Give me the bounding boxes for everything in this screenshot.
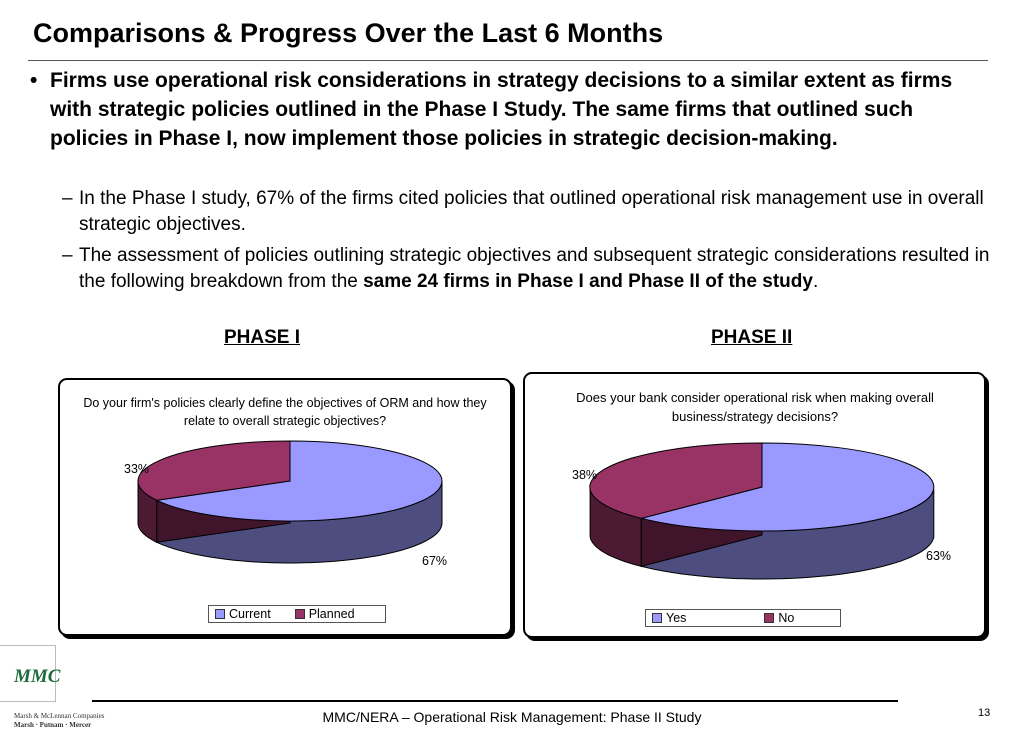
logo-caption: Marsh & McLennan Companies — [14, 712, 105, 720]
legend-item-current: Current — [215, 605, 271, 623]
chart-legend: Current Planned — [208, 605, 386, 623]
slide-title: Comparisons & Progress Over the Last 6 M… — [33, 18, 664, 48]
dash-icon: – — [62, 245, 73, 266]
pie-label-no: 38% — [572, 468, 598, 482]
legend-label: No — [778, 611, 795, 625]
bullet-icon: • — [30, 69, 38, 92]
legend-item-yes: Yes — [652, 609, 686, 627]
legend-swatch — [215, 609, 225, 619]
legend-label: Yes — [666, 611, 687, 625]
legend-label: Planned — [308, 607, 355, 621]
legend-item-no: No — [764, 609, 794, 627]
pie-label-yes: 63% — [926, 549, 952, 563]
mmc-logo: MMC — [14, 666, 61, 687]
page-number: 13 — [978, 707, 991, 719]
title-divider — [28, 60, 988, 61]
dash-icon: – — [62, 188, 73, 209]
logo-frame — [0, 645, 56, 702]
chart-title: Does your bank consider operational risk… — [576, 390, 934, 424]
legend-swatch — [652, 613, 662, 623]
legend-swatch — [764, 613, 775, 623]
chart-title: Do your firm's policies clearly define t… — [83, 396, 487, 428]
sub-bullet-text: The assessment of policies outlining str… — [79, 245, 990, 292]
pie-slice-no — [589, 442, 763, 519]
legend-swatch — [294, 609, 305, 619]
pie-slice-planned — [137, 440, 291, 501]
main-bullet-text: Firms use operational risk consideration… — [50, 69, 953, 150]
logo-caption-brands: Marsh · Putnam · Mercer — [14, 721, 92, 729]
pie-label-current: 67% — [422, 554, 448, 568]
phase2-pie — [589, 442, 935, 580]
phase1-pie — [137, 440, 443, 564]
legend-item-planned: Planned — [294, 605, 355, 623]
legend-label: Current — [229, 607, 271, 621]
chart-legend: Yes No — [645, 609, 841, 627]
phase1-heading: PHASE I — [224, 327, 301, 348]
sub-bullet-end: . — [812, 271, 819, 292]
sub-bullet-text: In the Phase I study, 67% of the firms c… — [79, 188, 984, 235]
pie-slice-current — [155, 440, 443, 522]
pie-slice-yes — [641, 442, 935, 532]
sub-bullet-breakdown: – The assessment of policies outlining s… — [62, 243, 992, 295]
phase1-chart: Do your firm's policies clearly define t… — [58, 378, 512, 636]
main-bullet: • Firms use operational risk considerati… — [30, 66, 980, 153]
sub-bullet-phase1: – In the Phase I study, 67% of the firms… — [62, 186, 992, 238]
sub-bullet-bold: same 24 firms in Phase I and Phase II of… — [363, 271, 813, 292]
phase2-heading: PHASE II — [711, 327, 793, 348]
footer-divider — [92, 700, 898, 702]
footer-text: MMC/NERA – Operational Risk Management: … — [322, 709, 702, 725]
pie-label-planned: 33% — [124, 462, 150, 476]
phase2-chart: Does your bank consider operational risk… — [523, 372, 986, 638]
